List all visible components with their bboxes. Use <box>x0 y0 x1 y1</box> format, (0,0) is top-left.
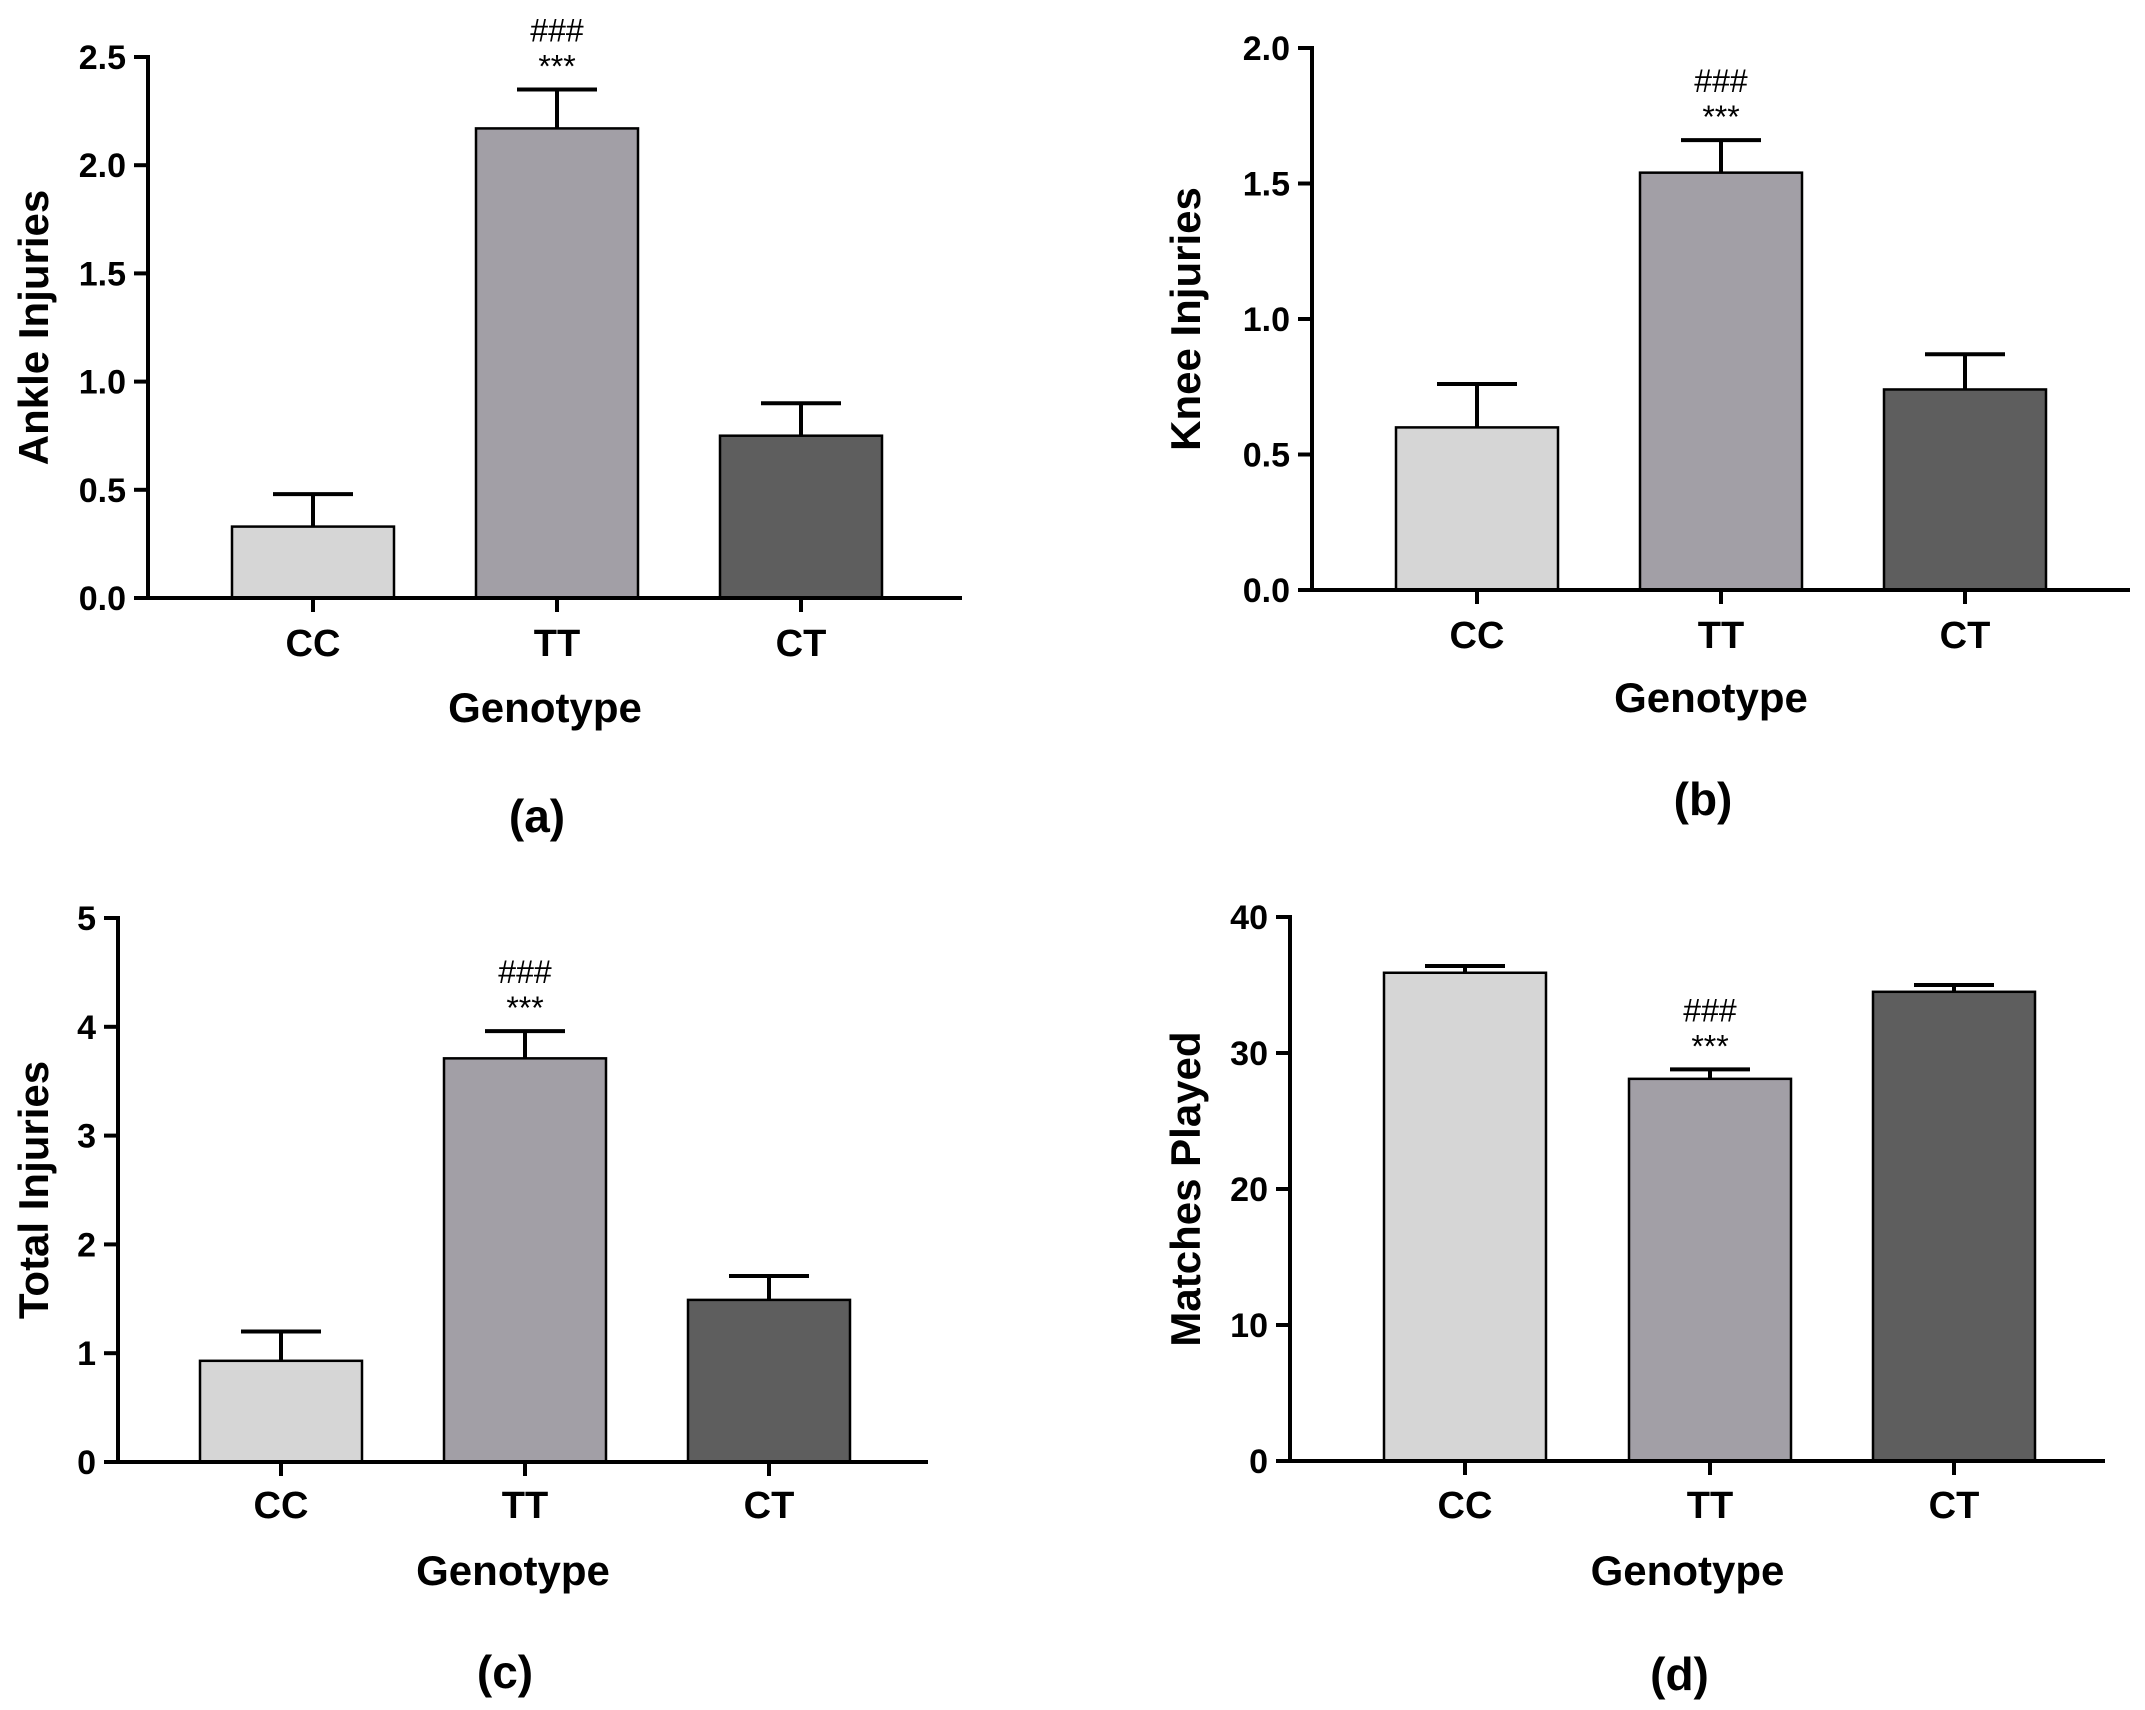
y-tick-label: 1.0 <box>1243 301 1290 339</box>
x-tick-label-tt: TT <box>1698 615 1744 657</box>
significance-stars: *** <box>506 990 543 1026</box>
x-tick-label-tt: TT <box>502 1485 548 1527</box>
y-tick-label: 3 <box>77 1118 96 1156</box>
x-tick-label-ct: CT <box>1940 615 1991 657</box>
significance-hash: ### <box>498 954 552 990</box>
bar-tt <box>474 127 640 600</box>
panel-label: (b) <box>1674 773 1733 825</box>
x-tick-label-cc: CC <box>286 623 341 665</box>
panel-label: (a) <box>509 790 565 842</box>
x-tick-label-tt: TT <box>1687 1485 1733 1527</box>
bar-ct <box>718 434 884 600</box>
panel-label: (d) <box>1650 1648 1709 1700</box>
y-tick-label: 2.0 <box>79 147 126 185</box>
y-tick-label: 0.0 <box>1243 572 1290 610</box>
x-axis-title: Genotype <box>416 1547 610 1594</box>
panel-b: 0.0 0.5 1.0 1.5 2.0 CC TT CT ###*** Genotype Knee … <box>1162 30 2130 825</box>
y-tick-label: 4 <box>77 1009 96 1047</box>
panel-c: 0 1 2 3 4 5 CC TT CT ###*** Genotype Total Injuries… <box>10 900 928 1698</box>
panel-a: 0.0 0.5 1.0 1.5 2.0 2.5 CC TT CT ###*** Genotype An… <box>10 12 962 842</box>
bar-cc <box>198 1359 364 1464</box>
y-tick-label: 0 <box>77 1444 96 1482</box>
x-axis-title: Genotype <box>448 684 642 731</box>
significance-hash: ### <box>1694 63 1748 99</box>
significance-hash: ### <box>530 12 584 48</box>
y-tick-label: 0 <box>1249 1443 1268 1481</box>
y-tick-label: 1.5 <box>79 255 126 293</box>
significance-stars: *** <box>1691 1028 1728 1064</box>
y-tick-label: 10 <box>1230 1307 1268 1345</box>
y-axis-title: Ankle Injuries <box>10 190 57 465</box>
x-tick-label-tt: TT <box>534 623 580 665</box>
y-tick-label: 5 <box>77 900 96 938</box>
bar-cc <box>230 525 396 600</box>
panel-d: 0 10 20 30 40 CC TT CT ###*** Genotype Matches Pla… <box>1162 899 2105 1700</box>
bar-ct <box>1882 388 2048 592</box>
y-tick-label: 40 <box>1230 899 1268 937</box>
significance-stars: *** <box>538 48 575 84</box>
x-tick-label-ct: CT <box>776 623 827 665</box>
bar-cc <box>1382 971 1548 1463</box>
x-tick-label-ct: CT <box>1929 1485 1980 1527</box>
x-axis-title: Genotype <box>1591 1547 1785 1594</box>
significance-hash: ### <box>1683 992 1737 1028</box>
y-tick-label: 0.0 <box>79 580 126 618</box>
y-tick-label: 30 <box>1230 1035 1268 1073</box>
bar-ct <box>686 1298 852 1464</box>
bar-tt <box>1638 171 1804 592</box>
x-tick-label-ct: CT <box>744 1485 795 1527</box>
y-tick-label: 2 <box>77 1226 96 1264</box>
x-tick-label-cc: CC <box>1438 1485 1493 1527</box>
panel-label: (c) <box>477 1646 533 1698</box>
y-axis-title: Total Injuries <box>10 1061 57 1319</box>
bar-cc <box>1394 426 1560 592</box>
y-tick-label: 1 <box>77 1335 96 1373</box>
y-tick-label: 1.0 <box>79 364 126 402</box>
y-tick-label: 1.5 <box>1243 166 1290 204</box>
x-tick-label-cc: CC <box>1450 615 1505 657</box>
y-tick-label: 0.5 <box>1243 437 1290 475</box>
y-tick-label: 20 <box>1230 1171 1268 1209</box>
bar-tt <box>1627 1077 1793 1463</box>
y-axis-title: Knee Injuries <box>1162 187 1209 451</box>
y-tick-label: 2.5 <box>79 39 126 77</box>
bar-ct <box>1871 990 2037 1463</box>
y-axis-title: Matches Played <box>1162 1031 1209 1346</box>
bar-tt <box>442 1057 608 1464</box>
x-tick-label-cc: CC <box>254 1485 309 1527</box>
x-axis-title: Genotype <box>1614 674 1808 721</box>
significance-stars: *** <box>1702 99 1739 135</box>
y-tick-label: 0.5 <box>79 472 126 510</box>
y-tick-label: 2.0 <box>1243 30 1290 68</box>
